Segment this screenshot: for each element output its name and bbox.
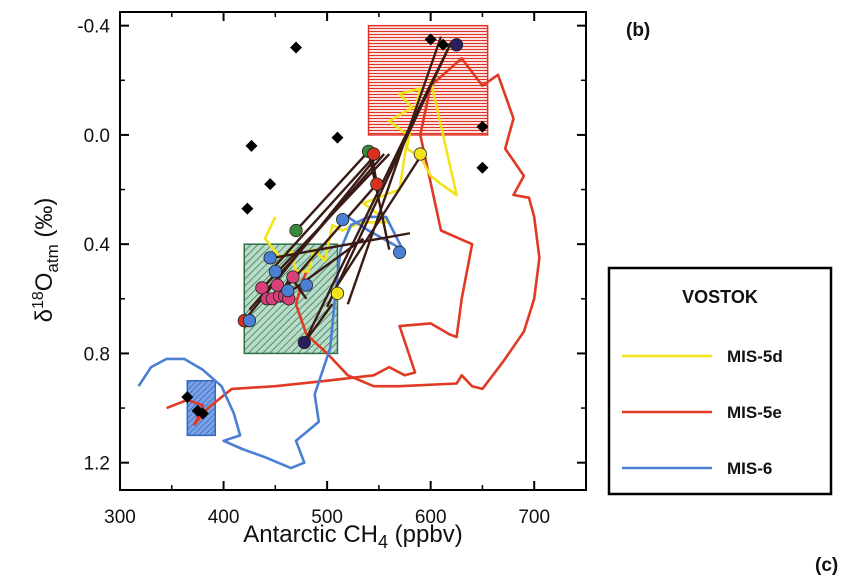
panel-label-c: (c) (815, 555, 838, 576)
dot-point (370, 177, 384, 191)
y-axis-title: δ18Oatm (‰) (30, 198, 62, 323)
legend-label-mis-5e: MIS-5e (727, 403, 782, 422)
y-tick-label: 0.0 (84, 126, 110, 147)
y-axis: -0.4 0.0 0.4 0.8 1.2 (77, 17, 586, 475)
legend-entries: MIS-5d MIS-5e MIS-6 (622, 347, 783, 478)
diamond-point (331, 131, 344, 144)
x-axis-title: Antarctic CH4 (ppbv) (243, 521, 462, 552)
diamond-point (181, 391, 194, 404)
x-tick-label: 600 (415, 507, 447, 528)
legend-label-mis-6: MIS-6 (727, 459, 772, 478)
dot-point (297, 335, 311, 350)
dot-point (336, 212, 350, 227)
y-tick-label: 0.8 (84, 344, 110, 365)
connector-line (326, 41, 453, 308)
diamond-point (437, 38, 450, 51)
connector-line (258, 153, 391, 292)
dot-point (289, 223, 303, 238)
x-axis: 300 400 500 600 700 (104, 12, 550, 528)
x-tick-label: 400 (208, 507, 240, 528)
diamond-point (476, 161, 489, 174)
x-tick-label: 300 (104, 507, 136, 528)
legend-label-mis-5d: MIS-5d (727, 347, 783, 366)
connector-line (346, 36, 443, 305)
plot-frame (119, 11, 587, 491)
y-tick-label: -0.4 (77, 17, 110, 38)
dot-point (299, 278, 313, 292)
diamond-point (290, 41, 303, 54)
diamond-point (424, 33, 437, 46)
connector-line (295, 150, 370, 232)
dot-point (255, 281, 269, 295)
connector-line (367, 151, 391, 250)
connector-line (284, 183, 378, 289)
dot-point (330, 286, 345, 300)
dot-point (242, 314, 257, 328)
y-tick-label: 1.2 (84, 454, 110, 475)
legend-box (607, 266, 833, 496)
diamond-point (264, 178, 277, 191)
diamond-point (245, 139, 258, 152)
diamond-point (196, 407, 209, 420)
connector-line (336, 156, 422, 286)
diamond-point (476, 120, 489, 133)
dot-point (367, 147, 381, 161)
legend: VOSTOK MIS-5d MIS-5e MIS-6 (607, 266, 833, 496)
panel-label-b: (b) (626, 20, 650, 41)
x-tick-label: 700 (518, 507, 550, 528)
connector-line (269, 155, 375, 273)
dot-point (392, 245, 407, 259)
y-tick-label: 0.4 (84, 235, 111, 256)
diamond-point (241, 202, 254, 215)
plot-layer (137, 24, 541, 470)
dot-point (268, 264, 282, 279)
dot-point (286, 270, 300, 284)
dot-point (413, 147, 427, 161)
dot-point (449, 38, 464, 52)
dot-point (270, 278, 285, 292)
legend-title: VOSTOK (682, 287, 758, 307)
dot-point (281, 284, 295, 298)
dot-point (263, 251, 277, 265)
connector-line (303, 303, 334, 344)
box-red (367, 24, 489, 136)
series-line-mis-5e (166, 57, 541, 426)
x-tick-label: 500 (311, 507, 343, 528)
